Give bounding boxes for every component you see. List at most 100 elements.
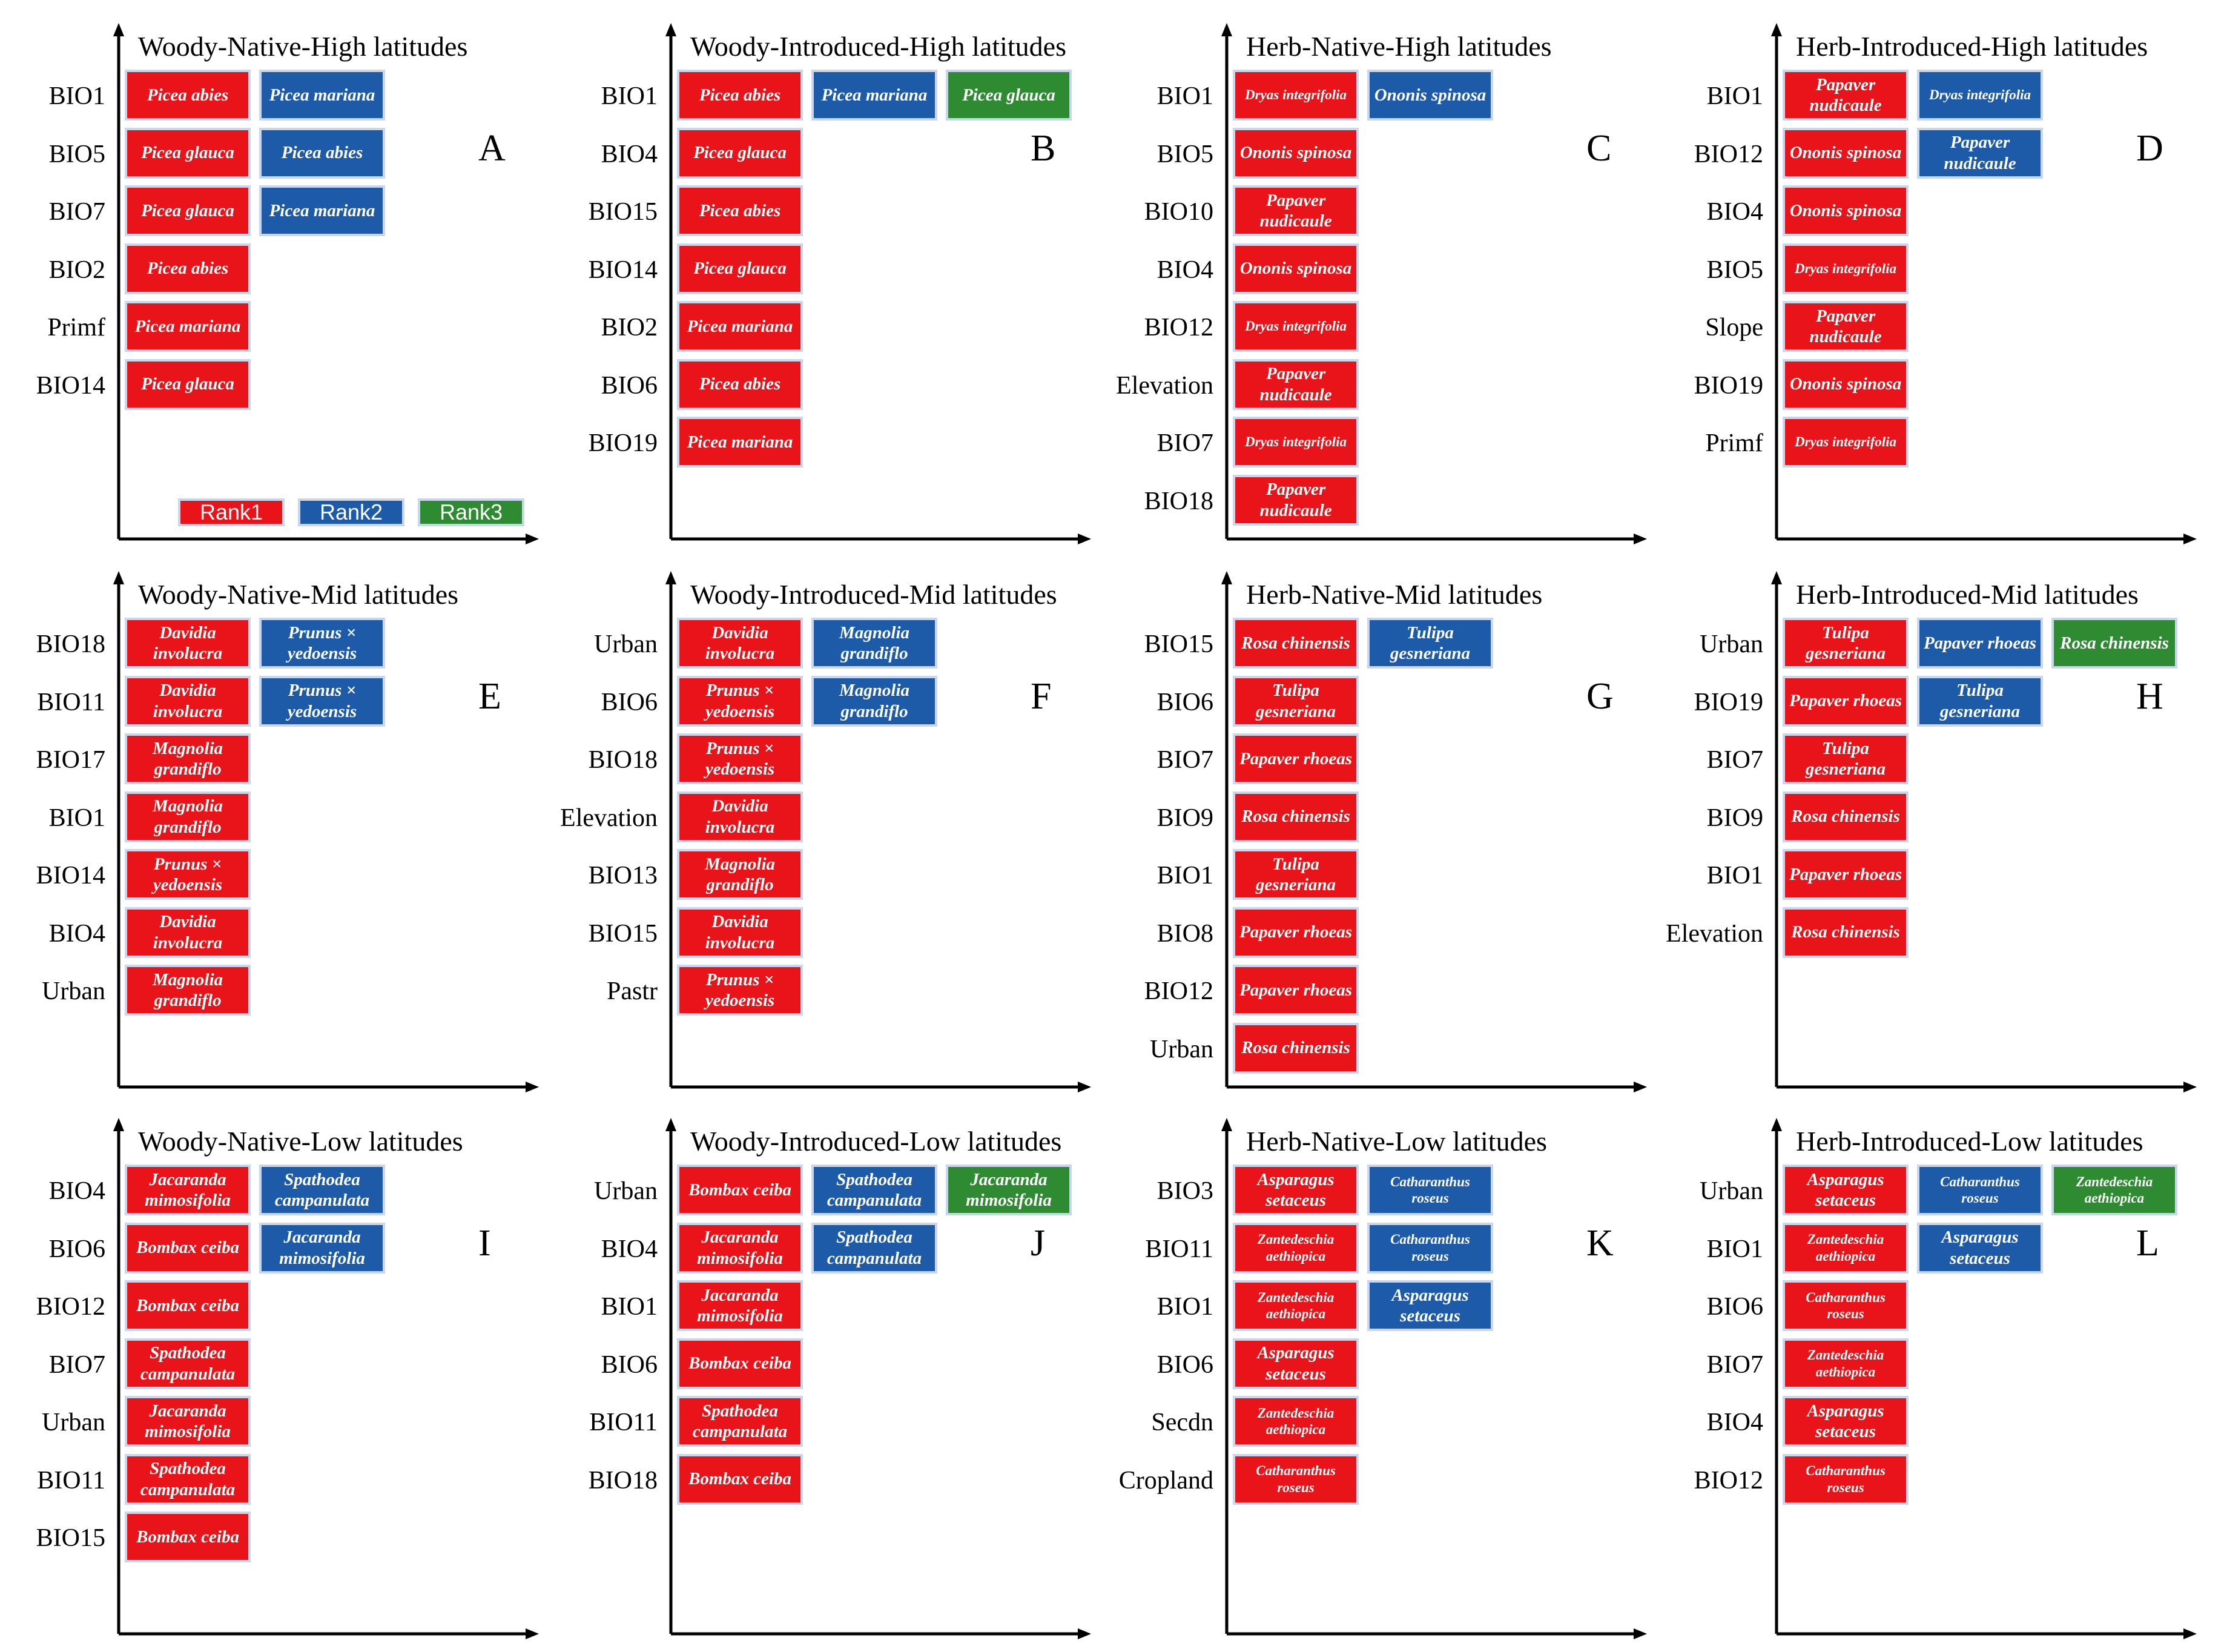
species-cell-rank2: Tulipa gesneriana	[1917, 675, 2043, 727]
panel-i: Woody-Native-Low latitudes I BIO4 Jacaranda…	[0, 1095, 556, 1643]
variable-label: BIO2	[48, 256, 105, 284]
panel-title: Woody-Introduced-Mid latitudes	[690, 579, 1057, 610]
axes	[665, 23, 1091, 544]
species-cell-rank1: Picea abies	[677, 185, 803, 236]
variable-label: BIO4	[1157, 256, 1213, 284]
species-cell-rank2: Dryas integrifolia	[1917, 70, 2043, 121]
variable-label: BIO1	[1706, 82, 1763, 110]
species-cell-rank1: Bombax ceiba	[677, 1338, 803, 1389]
species-cell-rank1: Dryas integrifolia	[1233, 70, 1359, 121]
x-axis-arrow	[526, 1082, 539, 1092]
variable-label: BIO6	[601, 688, 658, 716]
species-cell-rank2: Spathodea campanulata	[259, 1165, 385, 1215]
panel-g: Herb-Native-Mid latitudes G BIO15 Rosa chin…	[1108, 548, 1664, 1096]
species-cell-rank1: Picea mariana	[677, 417, 803, 468]
panel-letter: E	[478, 676, 501, 717]
species-cell-rank1: Rosa chinensis	[1233, 1022, 1359, 1074]
variable-label: BIO9	[1706, 804, 1763, 832]
species-cell-rank1: Magnolia grandiflo	[677, 849, 803, 900]
species-cell-rank1: Zantedeschia aethiopica	[1233, 1222, 1359, 1274]
axes	[113, 23, 539, 544]
species-cell-rank1: Jacaranda mimosifolia	[125, 1165, 251, 1215]
panel-title: Woody-Native-Mid latitudes	[138, 579, 459, 610]
species-cell-rank1: Papaver rhoeas	[1233, 965, 1359, 1016]
species-cell-rank1: Ononis spinosa	[1783, 358, 1909, 410]
species-cell-rank1: Davidia involucra	[125, 618, 251, 669]
axes	[665, 1118, 1091, 1639]
variable-label: BIO11	[1145, 1235, 1213, 1263]
variable-label: BIO4	[601, 1235, 658, 1263]
species-cell-rank1: Dryas integrifolia	[1233, 417, 1359, 468]
panel-letter: G	[1586, 676, 1614, 717]
species-cell-rank1: Ononis spinosa	[1233, 243, 1359, 294]
species-cell-rank1: Ononis spinosa	[1233, 127, 1359, 179]
species-cell-rank2: Catharanthus roseus	[1917, 1165, 2043, 1215]
species-cell-rank1: Papaver rhoeas	[1233, 733, 1359, 784]
variable-label: BIO1	[601, 1293, 658, 1321]
variable-label: BIO7	[48, 1350, 105, 1379]
panel-title: Herb-Native-Low latitudes	[1246, 1126, 1547, 1157]
species-cell-rank1: Papaver nudicaule	[1233, 474, 1359, 526]
variable-label: Urban	[594, 1177, 658, 1205]
variable-label: BIO15	[588, 919, 658, 948]
panel-title: Woody-Introduced-High latitudes	[690, 31, 1066, 62]
panel-letter: C	[1586, 128, 1612, 169]
y-axis-arrow	[113, 23, 124, 36]
variable-label: BIO4	[601, 140, 658, 168]
axes	[1771, 1118, 2197, 1639]
variable-label: Urban	[1700, 1177, 1763, 1205]
variable-label: Urban	[42, 977, 105, 1005]
species-cell-rank3: Zantedeschia aethiopica	[2051, 1165, 2177, 1215]
panel-letter: D	[2136, 128, 2163, 169]
variable-label: BIO11	[589, 1409, 658, 1436]
species-cell-rank1: Papaver rhoeas	[1783, 675, 1909, 727]
variable-label: BIO12	[1144, 977, 1213, 1005]
variable-label: BIO1	[1157, 1293, 1213, 1321]
species-cell-rank1: Bombax ceiba	[677, 1453, 803, 1505]
species-cell-rank1: Picea glauca	[677, 243, 803, 294]
y-axis-arrow	[665, 23, 676, 36]
variable-label: BIO10	[1144, 198, 1213, 226]
variable-label: BIO5	[1157, 140, 1213, 168]
variable-label: Slope	[1705, 314, 1763, 342]
species-cell-rank1: Catharanthus roseus	[1783, 1453, 1909, 1505]
y-axis-arrow	[1221, 1118, 1232, 1131]
panel-f: Woody-Introduced-Mid latitudes F Urban Davi…	[552, 548, 1108, 1096]
variable-label: BIO1	[1706, 862, 1763, 890]
panel-title: Herb-Native-High latitudes	[1246, 31, 1552, 62]
species-cell-rank1: Prunus × yedoensis	[677, 965, 803, 1016]
species-cell-rank1: Bombax ceiba	[125, 1222, 251, 1274]
species-cell-rank1: Davidia involucra	[125, 675, 251, 727]
panel-letter: J	[1031, 1223, 1046, 1264]
variable-label: BIO9	[1157, 804, 1213, 832]
y-axis-arrow	[665, 1118, 676, 1131]
species-cell-rank1: Tulipa gesneriana	[1783, 618, 1909, 669]
species-cell-rank2: Picea mariana	[259, 185, 385, 236]
x-axis-arrow	[2183, 1082, 2197, 1092]
axes	[113, 1118, 539, 1639]
species-cell-rank2: Asparagus setaceus	[1917, 1222, 2043, 1274]
variable-label: BIO7	[1706, 746, 1763, 774]
panel-c: Herb-Native-High latitudes C BIO1 Dryas int…	[1108, 0, 1664, 548]
species-cell-rank1: Rosa chinensis	[1233, 618, 1359, 669]
panel-title: Woody-Native-Low latitudes	[138, 1126, 463, 1157]
panel-h: Herb-Introduced-Mid latitudes H Urban Tulip…	[1658, 548, 2214, 1096]
species-cell-rank1: Ononis spinosa	[1783, 185, 1909, 236]
variable-label: BIO13	[588, 862, 658, 890]
species-cell-rank1: Jacaranda mimosifolia	[125, 1396, 251, 1447]
variable-label: BIO19	[1694, 371, 1763, 400]
variable-label: BIO12	[1694, 140, 1763, 168]
axes	[1771, 571, 2197, 1092]
species-cell-rank2: Picea mariana	[811, 70, 937, 121]
species-cell-rank2: Catharanthus roseus	[1367, 1222, 1493, 1274]
y-axis-arrow	[1221, 571, 1232, 584]
species-cell-rank3: Picea glauca	[946, 70, 1072, 121]
species-cell-rank2: Spathodea campanulata	[811, 1222, 937, 1274]
legend: Rank1 Rank2 Rank3	[178, 498, 524, 526]
species-cell-rank1: Tulipa gesneriana	[1233, 849, 1359, 900]
variable-label: BIO19	[588, 429, 658, 457]
variable-label: BIO2	[601, 314, 658, 342]
panel-e: Woody-Native-Mid latitudes E BIO18 Davidia …	[0, 548, 556, 1096]
y-axis-arrow	[1771, 23, 1782, 36]
variable-label: BIO7	[1706, 1350, 1763, 1379]
